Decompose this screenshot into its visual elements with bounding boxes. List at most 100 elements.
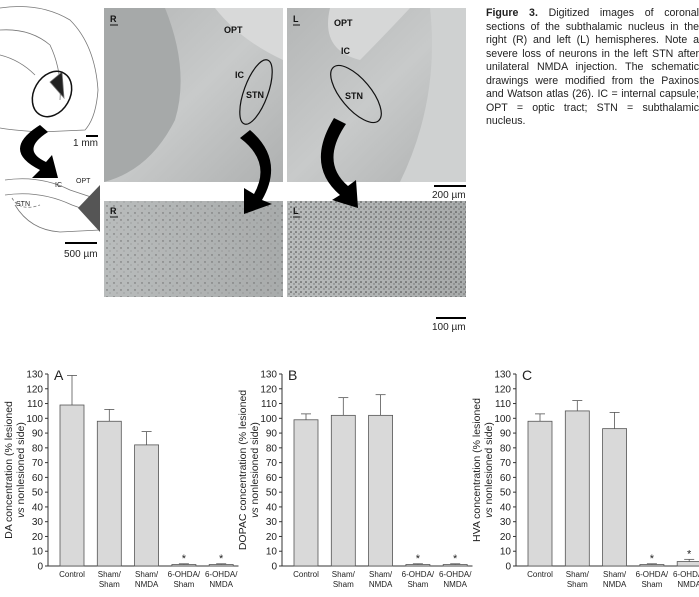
scale-label: 100 µm	[432, 322, 466, 333]
x-tick-label: NMDA	[135, 580, 159, 589]
side-label: L	[293, 14, 299, 24]
error-bar	[375, 394, 386, 416]
y-tick-label: 120	[26, 384, 43, 395]
significance: *	[453, 553, 458, 565]
x-tick-label: 6-OHDA/	[168, 570, 201, 579]
y-label-line: vs nonlesioned side)	[249, 422, 261, 518]
y-tick-label: 90	[32, 429, 44, 440]
x-tick-label: 6-OHDA/	[439, 570, 472, 579]
y-tick-label: 130	[494, 370, 511, 381]
error-bar	[609, 411, 620, 429]
x-tick-label: Sham	[641, 580, 662, 589]
y-tick-label: 80	[266, 443, 278, 454]
y-label-line: DOPAC concentration (% lesioned	[237, 390, 249, 550]
bar	[293, 419, 319, 567]
y-tick-label: 60	[32, 473, 44, 484]
label: IC	[235, 70, 245, 80]
y-tick-label: 40	[32, 502, 44, 513]
significance: *	[182, 553, 187, 565]
caption-label: Figure 3.	[486, 7, 538, 19]
error-bar	[572, 400, 583, 411]
y-tick-label: 110	[261, 399, 277, 410]
error-bar	[450, 563, 461, 565]
y-tick-label: 10	[32, 547, 44, 558]
y-tick-label: 40	[500, 502, 512, 513]
scale-label: 500 µm	[64, 249, 98, 260]
x-tick-label: NMDA	[209, 580, 233, 589]
x-tick-label: Sham	[173, 580, 194, 589]
caption: Figure 3. Digitized images of coronal se…	[486, 7, 699, 129]
label: OPT	[224, 25, 243, 35]
y-tick-label: 10	[266, 547, 278, 558]
y-label-line: HVA concentration (% lesioned	[471, 398, 483, 542]
y-label-line: vs nonlesioned side)	[15, 422, 27, 518]
label: IC	[55, 182, 62, 189]
x-tick-label: 6-OHDA/	[673, 570, 699, 579]
y-label-line: DA concentration (% lesioned	[3, 401, 15, 539]
y-tick-label: 60	[500, 473, 512, 484]
caption-text: Digitized images of coronal sections of …	[486, 7, 699, 127]
y-tick-label: 20	[500, 532, 512, 543]
y-tick-label: 130	[260, 370, 277, 381]
error-bar	[216, 563, 227, 565]
bar	[59, 404, 85, 567]
y-tick-label: 20	[32, 532, 44, 543]
y-tick-label: 50	[266, 488, 278, 499]
y-tick-label: 120	[260, 384, 277, 395]
y-label-italic: vs	[249, 507, 261, 518]
bar	[134, 444, 160, 567]
y-tick-label: 0	[37, 562, 43, 573]
y-tick-label: 90	[266, 429, 278, 440]
arrow	[240, 130, 272, 214]
x-tick-label: Sham/	[135, 570, 159, 579]
y-tick-label: 30	[266, 517, 278, 528]
bar	[676, 561, 699, 567]
error-bar	[141, 431, 152, 445]
schematic	[0, 6, 101, 233]
label: OPT	[76, 178, 91, 185]
bar	[602, 428, 627, 567]
micrograph: L OPT IC STN	[287, 8, 466, 182]
error-bar	[178, 563, 189, 565]
y-label-line: vs nonlesioned side)	[483, 422, 495, 518]
y-label-line: nonlesioned side)	[15, 422, 27, 507]
y-tick-label: 50	[500, 488, 512, 499]
label: IC	[341, 46, 351, 56]
y-axis-label: HVA concentration (% lesionedvs nonlesio…	[471, 398, 495, 542]
x-tick-label: Control	[527, 570, 553, 579]
y-tick-label: 10	[500, 547, 512, 558]
label: STN	[345, 91, 363, 101]
side-label: R	[110, 206, 117, 216]
x-tick-label: Sham/	[332, 570, 356, 579]
error-bar	[684, 558, 695, 562]
x-tick-label: 6-OHDA/	[402, 570, 435, 579]
y-tick-label: 60	[266, 473, 278, 484]
x-tick-label: Sham/	[566, 570, 590, 579]
bar	[564, 410, 590, 567]
label: STN	[16, 201, 30, 208]
error-bar	[67, 375, 77, 406]
x-tick-label: Sham	[567, 580, 588, 589]
y-label-italic: vs	[15, 507, 27, 518]
x-tick-label: 6-OHDA/	[636, 570, 669, 579]
y-axis-label: DA concentration (% lesionedvs nonlesion…	[3, 401, 27, 539]
y-tick-label: 120	[494, 384, 511, 395]
error-bar	[301, 413, 311, 420]
x-tick-label: Sham/	[98, 570, 122, 579]
y-tick-label: 30	[500, 517, 512, 528]
x-tick-label: NMDA	[369, 580, 393, 589]
y-tick-label: 0	[271, 562, 277, 573]
significance: *	[416, 553, 421, 565]
side-label: R	[110, 14, 117, 24]
y-tick-label: 50	[32, 488, 44, 499]
x-tick-label: NMDA	[677, 580, 699, 589]
side-label: L	[293, 206, 299, 216]
x-tick-label: Sham	[333, 580, 354, 589]
y-label-italic: vs	[483, 507, 495, 518]
y-tick-label: 80	[500, 443, 512, 454]
bar	[96, 420, 122, 567]
y-tick-label: 100	[260, 414, 277, 425]
y-tick-label: 40	[266, 502, 278, 513]
arrow	[20, 125, 58, 178]
y-axis-label: DOPAC concentration (% lesionedvs nonles…	[237, 390, 261, 550]
